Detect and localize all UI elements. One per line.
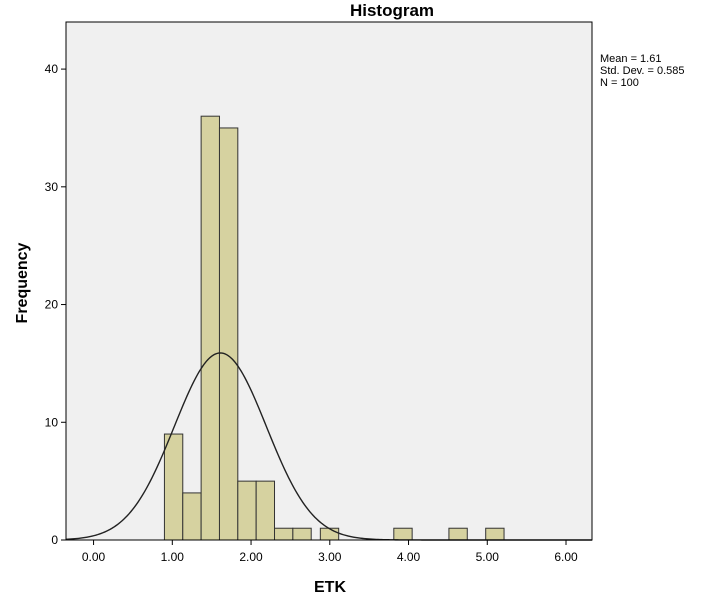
- histogram-bar-5: [255, 480, 276, 541]
- y-tick-label: 10: [45, 415, 59, 429]
- histogram-bar-3: [218, 127, 239, 541]
- histogram-bar-2: [200, 115, 220, 541]
- chart-title: Histogram: [350, 1, 434, 20]
- stat-line-0: Mean = 1.61: [600, 53, 661, 65]
- x-tick-label: 3.00: [318, 550, 342, 564]
- histogram-bar-10: [448, 527, 468, 541]
- x-tick-label: 2.00: [239, 550, 263, 564]
- y-tick-label: 30: [45, 180, 59, 194]
- x-tick-label: 6.00: [554, 550, 578, 564]
- histogram-bar-1: [182, 492, 202, 541]
- histogram-bar-11: [485, 527, 505, 541]
- y-tick-label: 40: [45, 62, 59, 76]
- histogram-bar-4: [237, 480, 257, 541]
- histogram-bar-7: [292, 527, 312, 541]
- stat-line-2: N = 100: [600, 77, 639, 89]
- x-axis-title: ETK: [314, 579, 346, 596]
- stat-line-1: Std. Dev. = 0.585: [600, 65, 685, 77]
- histogram-bar-8: [319, 527, 340, 541]
- y-tick-label: 0: [51, 533, 58, 547]
- histogram-bar-0: [163, 433, 184, 541]
- x-tick-label: 1.00: [161, 550, 185, 564]
- x-tick-label: 5.00: [476, 550, 500, 564]
- axes-group: 0.00 1.00 2.00 3.00 4.00 5.00 6.00 0 10 20 30 40: [45, 22, 592, 564]
- y-axis-title: Frequency: [14, 242, 31, 323]
- x-tick-label: 4.00: [397, 550, 421, 564]
- histogram-bar-6: [274, 527, 294, 541]
- plot-area: [65, 21, 593, 541]
- y-tick-label: 20: [45, 298, 59, 312]
- x-tick-label: 0.00: [82, 550, 106, 564]
- histogram-bar-9: [393, 527, 413, 541]
